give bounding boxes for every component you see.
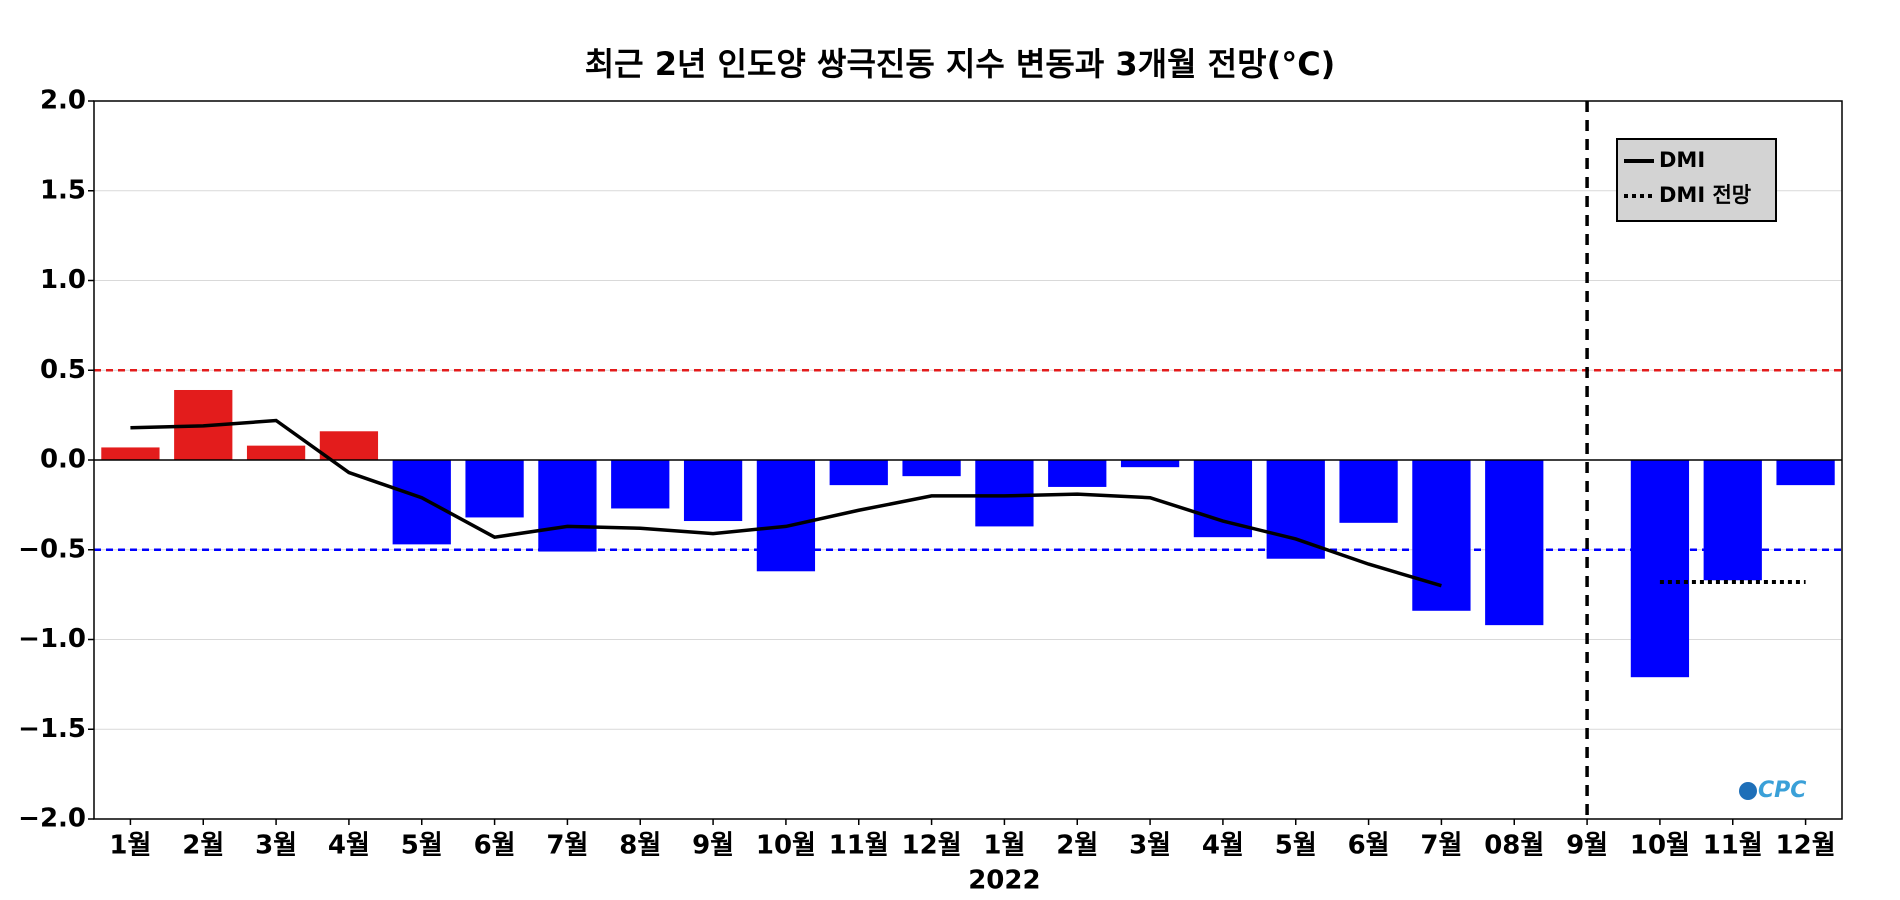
bar	[319, 431, 379, 460]
bar	[246, 445, 306, 460]
x-tick-label: 12월	[1776, 831, 1836, 861]
line-series	[130, 418, 1442, 588]
y-tick-label: −1.0	[18, 624, 86, 654]
x-tick-label: 3월	[255, 831, 297, 861]
x-axis-label: 2022	[968, 866, 1040, 896]
y-tick-label: −0.5	[18, 534, 86, 564]
x-tick-label: 4월	[328, 831, 370, 861]
bar	[1703, 460, 1762, 581]
bar	[1412, 460, 1471, 611]
x-tick-label: 6월	[1348, 831, 1390, 861]
bar	[1266, 460, 1325, 559]
bar	[465, 460, 524, 518]
logo: CPC	[1758, 778, 1806, 803]
bar	[756, 460, 816, 572]
x-tick-label: 11월	[1703, 831, 1763, 861]
x-tick-label: 7월	[1420, 831, 1462, 861]
x-tick-label: 5월	[401, 831, 443, 861]
x-tick-label: 9월	[1566, 831, 1608, 861]
x-tick-label: 6월	[474, 831, 516, 861]
y-tick-label: 1.5	[40, 175, 86, 205]
y-tick-label: −2.0	[18, 804, 86, 834]
x-tick-label: 4월	[1202, 831, 1244, 861]
y-tick-label: 0.5	[40, 355, 86, 385]
bar	[101, 447, 160, 460]
bar	[538, 460, 597, 552]
bar	[1776, 460, 1835, 486]
bar	[1120, 460, 1180, 468]
x-tick-label: 1월	[109, 831, 151, 861]
x-tick-label: 8월	[619, 831, 661, 861]
chart-title: 최근 2년 인도양 쌍극진동 지수 변동과 3개월 전망(°C)	[585, 45, 1336, 83]
bar	[1048, 460, 1107, 487]
x-tick-label: 3월	[1129, 831, 1171, 861]
x-tick-label: 9월	[692, 831, 734, 861]
bar	[975, 460, 1034, 527]
x-tick-label: 2월	[182, 831, 224, 861]
x-tick-label: 11월	[829, 831, 889, 861]
y-tick-label: −1.5	[18, 714, 86, 744]
legend-box	[1616, 138, 1777, 222]
bar	[1339, 460, 1398, 523]
bar	[683, 460, 743, 522]
y-tick-label: 2.0	[40, 86, 86, 116]
x-tick-label: 12월	[902, 831, 962, 861]
x-tick-label: 10월	[1630, 831, 1690, 861]
logo-mark	[1739, 782, 1757, 800]
y-tick-label: 1.0	[40, 265, 86, 295]
x-tick-label: 10월	[756, 831, 816, 861]
y-tick-label: 0.0	[40, 445, 86, 475]
x-tick-label: 5월	[1275, 831, 1317, 861]
x-tick-label: 08월	[1484, 831, 1544, 861]
legend-label: DMI	[1659, 148, 1705, 172]
bar	[829, 460, 888, 486]
bar	[1485, 460, 1544, 626]
bar	[902, 460, 961, 477]
plot-frame	[93, 100, 1843, 820]
bar	[1630, 460, 1690, 678]
legend-label: DMI 전망	[1659, 183, 1751, 207]
bar	[392, 460, 451, 545]
bar	[611, 460, 670, 509]
x-tick-label: 2월	[1056, 831, 1098, 861]
x-tick-label: 7월	[546, 831, 588, 861]
x-tick-label: 1월	[983, 831, 1025, 861]
